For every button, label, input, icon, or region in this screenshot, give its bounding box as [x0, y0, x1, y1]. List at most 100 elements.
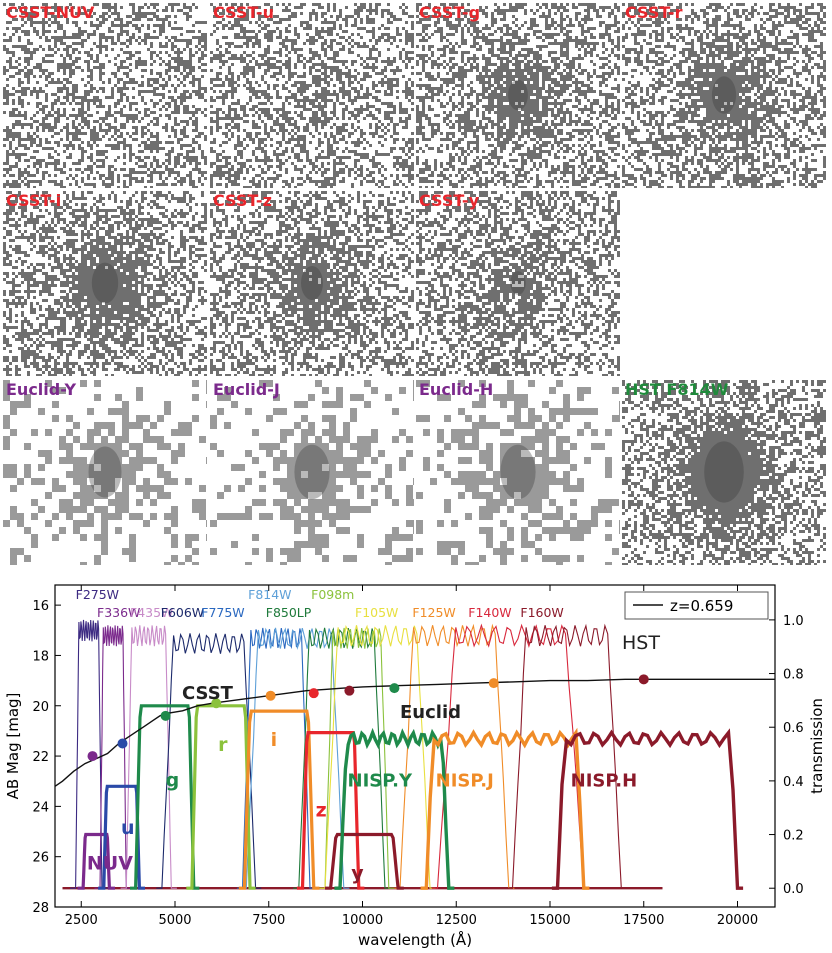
image-noise [3, 380, 207, 565]
csst-filter-curve [325, 832, 404, 890]
y-tick-right-label: 0.0 [783, 882, 804, 897]
photometry-point [211, 698, 222, 709]
hst-filter-curve [120, 625, 177, 889]
image-panel: CSST-g [416, 3, 620, 188]
x-axis-title: wavelength (Å) [358, 930, 472, 949]
y-tick-right-label: 1.0 [783, 614, 804, 629]
hst-filter-label: F160W [520, 605, 563, 620]
image-noise [416, 3, 620, 188]
image-noise [210, 191, 414, 376]
hst-filter-curve [70, 619, 108, 889]
photometry-point [344, 685, 355, 696]
image-panel: CSST-z [210, 191, 414, 376]
csst-filter-label: g [166, 769, 180, 791]
panel-label: CSST-u [213, 3, 274, 22]
csst-filter-label: u [121, 817, 135, 839]
galaxy-core [704, 441, 744, 503]
panel-label: CSST-z [213, 191, 272, 210]
noise-pixels [210, 3, 414, 188]
nisp-filter-curve [551, 728, 744, 890]
noise-pixels [3, 3, 207, 188]
hst-filter-label: F275W [76, 587, 119, 602]
galaxy-core [510, 271, 526, 295]
panel-label: CSST-NUV [6, 3, 95, 22]
x-tick-label: 5000 [158, 913, 191, 928]
csst-filter-label: r [218, 734, 228, 756]
hst-filter-curve [94, 625, 132, 889]
hst-filter-curve [394, 623, 515, 889]
y-tick-label: 16 [32, 599, 49, 614]
csst-filter-curve [238, 709, 320, 890]
legend: z=0.659 [624, 591, 769, 620]
x-tick-label: 7500 [252, 913, 285, 928]
panel-label: CSST-r [625, 3, 683, 22]
filter-transmission-chart: 2500 5000 7500 10000 12500 15000 17500 20000 16 1… [4, 584, 826, 949]
galaxy-core [508, 79, 528, 111]
noise-pixels [210, 380, 414, 565]
y-tick-label: 28 [32, 901, 49, 916]
y-axis-title: AB Mag [mag] [4, 693, 22, 800]
image-panel: HST F814W [622, 380, 826, 565]
galaxy-core [91, 262, 119, 304]
panel-label: CSST-y [419, 191, 479, 210]
y-tick-right-label: 0.8 [783, 668, 804, 683]
hst-filter-curve [240, 627, 350, 889]
euclid-group-label: Euclid [400, 702, 461, 723]
csst-filter-label: y [351, 862, 364, 884]
hst-filter-label: F140W [468, 605, 511, 620]
csst-group-label: CSST [182, 683, 234, 704]
photometry-point [638, 674, 649, 685]
x-tick-label: 15000 [529, 913, 570, 928]
nisp-filter-label: NISP.J [436, 770, 494, 791]
photometry-point [160, 710, 171, 721]
y-tick-right-label: 0.4 [783, 775, 804, 790]
photometry-point [389, 683, 400, 694]
galaxy-core [301, 266, 323, 300]
axes-layer: 2500 5000 7500 10000 12500 15000 17500 20000 16 1… [32, 585, 804, 928]
image-panel: Euclid-Y [3, 380, 207, 565]
x-tick-label: 10000 [342, 913, 383, 928]
hst-filter-label: F775W [201, 605, 244, 620]
noise-pixels [416, 3, 620, 188]
panel-label: CSST-i [6, 191, 62, 210]
y-tick-right-label: 0.2 [783, 829, 804, 844]
x-tick-label: 20000 [717, 913, 758, 928]
hst-filter-label: F336W [97, 605, 140, 620]
csst-filter-label: z [316, 799, 327, 821]
plot-frame [54, 584, 776, 908]
image-noise [416, 380, 620, 565]
noise-pixels [622, 380, 826, 565]
noise-pixels [3, 380, 207, 565]
photometry-point [308, 688, 319, 699]
panel-label: Euclid-Y [6, 380, 77, 399]
hst-filter-curve [506, 623, 627, 889]
y-tick-right-label: 0.6 [783, 721, 804, 736]
hst-filter-label: F125W [412, 605, 455, 620]
y-tick-label: 20 [32, 700, 49, 715]
image-noise [622, 3, 826, 188]
image-noise [3, 3, 207, 188]
image-panel: CSST-r [622, 3, 826, 188]
labels-layer: NUV u g r i z y NISP.Y NISP.J NISP.H F275W F336WF43… [76, 587, 638, 884]
photometry-point [488, 678, 499, 689]
noise-pixels [416, 380, 620, 565]
nisp-filter-curve [334, 727, 455, 890]
galaxy-core [500, 444, 536, 500]
image-noise [3, 191, 207, 376]
image-panel: CSST-y [416, 191, 620, 376]
noise-pixels [210, 191, 414, 376]
hst-filter-curve [319, 624, 436, 889]
image-noise [416, 191, 620, 376]
y-tick-label: 22 [32, 750, 49, 765]
image-noise [210, 380, 414, 565]
csst-filter-label: NUV [87, 852, 133, 874]
y-tick-label: 24 [32, 800, 49, 815]
csst-filter-curve [296, 731, 365, 890]
hst-filter-label: F850LP [266, 605, 312, 620]
hst-filter-label: F606W [161, 605, 204, 620]
hst-group-label: HST [622, 632, 660, 654]
x-tick-label: 17500 [623, 913, 664, 928]
y-axis-right-title: transmission [808, 698, 826, 794]
legend-label: z=0.659 [670, 597, 733, 615]
panel-label: HST F814W [625, 380, 729, 399]
